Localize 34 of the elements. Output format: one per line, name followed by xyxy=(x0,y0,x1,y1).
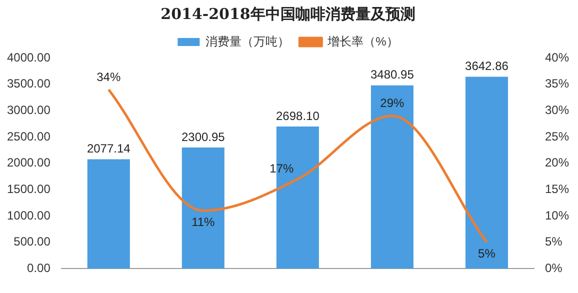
data-label: 2077.14 xyxy=(86,142,131,156)
chart-title: 2014-2018年中国咖啡消费量及预测 xyxy=(160,4,416,23)
data-label: 3642.86 xyxy=(465,59,509,74)
y-tick-label: 2000.00 xyxy=(6,156,51,170)
y2-tick-label: 15% xyxy=(544,182,570,196)
bar xyxy=(465,76,508,269)
data-label: 5% xyxy=(478,246,496,261)
y-tick-label: 0.00 xyxy=(27,260,51,275)
y-tick-label: 1500.00 xyxy=(6,182,51,196)
legend-label: 消费量（万吨） xyxy=(206,34,290,48)
y2-tick-label: 25% xyxy=(544,129,570,144)
y2-tick-label: 0% xyxy=(544,260,563,275)
y2-tick-label: 20% xyxy=(544,156,570,170)
y-tick-label: 3500.00 xyxy=(6,76,51,91)
y-tick-label: 2500.00 xyxy=(6,129,51,144)
y-tick-label: 3000.00 xyxy=(6,102,51,117)
y2-tick-label: 30% xyxy=(544,102,570,117)
data-label: 2698.10 xyxy=(276,108,320,123)
data-label: 3480.95 xyxy=(370,68,414,82)
bar xyxy=(370,85,414,269)
y2-tick-label: 35% xyxy=(544,76,570,91)
data-label: 34% xyxy=(96,70,121,84)
y2-tick-label: 10% xyxy=(544,208,570,222)
data-label: 2300.95 xyxy=(181,130,226,144)
y2-tick-label: 40% xyxy=(544,50,570,64)
bar xyxy=(182,147,224,269)
y-tick-label: 500.00 xyxy=(14,234,51,249)
y2-tick-label: 5% xyxy=(544,234,563,249)
data-label: 11% xyxy=(192,214,216,229)
y-tick-label: 1000.00 xyxy=(6,208,51,222)
bar xyxy=(87,159,130,269)
data-label: 29% xyxy=(380,96,405,110)
legend-label: 增长率（%） xyxy=(326,34,398,48)
y-tick-label: 4000.00 xyxy=(6,50,51,64)
